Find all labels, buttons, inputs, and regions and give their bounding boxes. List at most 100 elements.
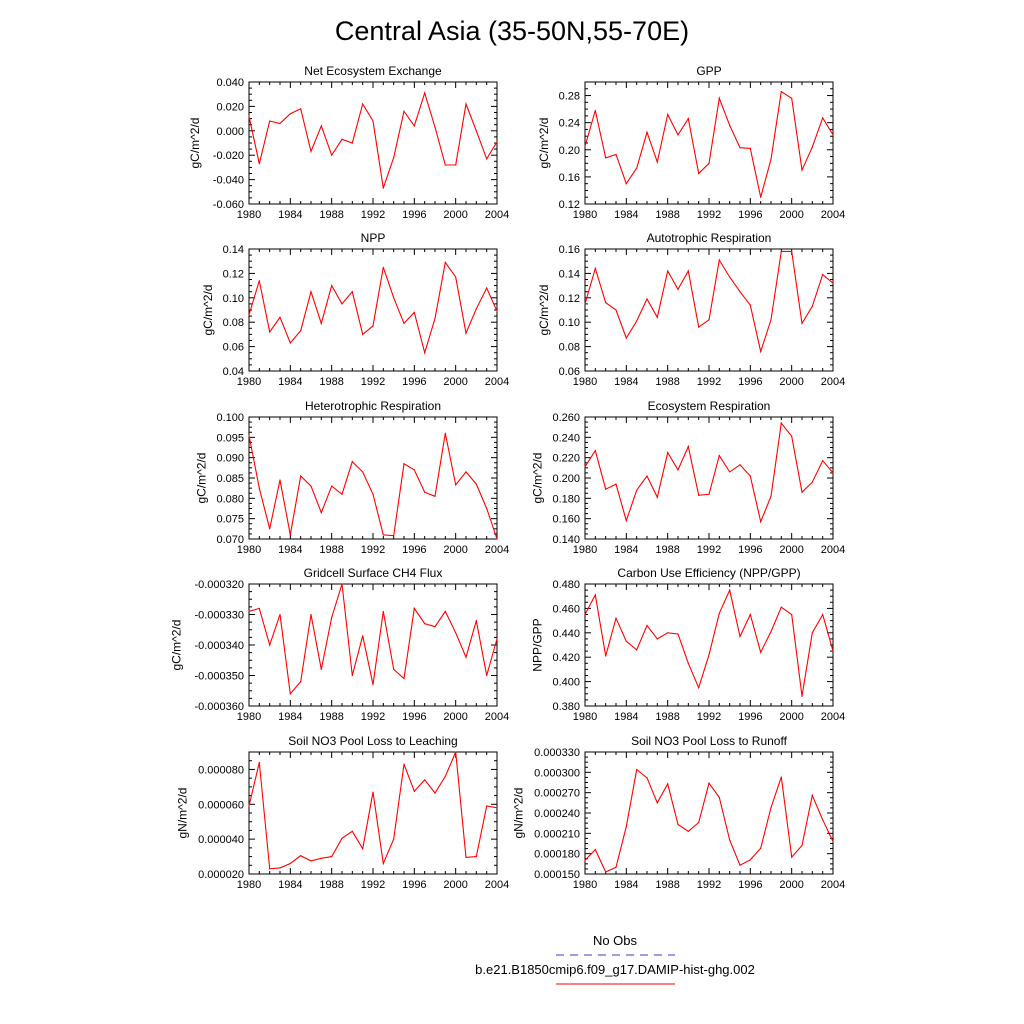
data-point (486, 158, 488, 160)
data-point (248, 610, 250, 613)
data-point (646, 624, 648, 627)
data-point (248, 314, 250, 316)
data-point (269, 528, 271, 530)
data-point (393, 535, 395, 537)
x-tick-label: 2000 (443, 711, 467, 723)
chart-panel: Soil NO3 Pool Loss to Leaching 1980 1984 19… (176, 734, 510, 891)
x-tick-label: 1988 (655, 376, 679, 388)
data-point (625, 183, 627, 185)
data-point (780, 776, 782, 778)
data-point (739, 291, 741, 293)
data-point (615, 617, 617, 619)
data-point (403, 322, 405, 325)
chart-title: Autotrophic Respiration (647, 231, 772, 245)
data-point (584, 303, 586, 305)
x-tick-label: 2000 (443, 879, 467, 891)
x-tick-label: 2000 (779, 376, 803, 388)
x-tick-label: 1984 (278, 376, 302, 388)
data-point (636, 320, 638, 322)
x-tick-label: 1984 (278, 879, 302, 891)
data-point (475, 130, 477, 132)
data-point (248, 434, 250, 436)
x-tick-label: 2000 (443, 209, 467, 221)
data-point (444, 164, 446, 166)
y-tick-label: 0.000020 (198, 869, 244, 881)
data-point (791, 435, 793, 437)
data-point (300, 108, 302, 110)
data-point (677, 469, 679, 471)
x-tick-label: 1984 (278, 544, 302, 556)
data-point (258, 607, 260, 610)
chart-panel: NPP 1980 1984 1988 1992 1996 2000 2004 0.04 0.06 0… (201, 231, 509, 388)
x-tick-label: 1980 (573, 711, 597, 723)
data-point (455, 276, 457, 278)
data-point (289, 693, 291, 695)
data-point (300, 855, 302, 857)
data-point (605, 302, 607, 304)
y-tick-label: 0.000330 (534, 747, 580, 759)
y-tick-label: 0.075 (216, 514, 244, 526)
data-point (455, 164, 457, 166)
y-tick-label: 0.06 (223, 342, 244, 354)
data-point (594, 449, 596, 452)
data-point (677, 823, 679, 826)
data-point (310, 860, 312, 862)
data-point (605, 157, 607, 159)
data-point (444, 775, 446, 778)
x-tick-label: 1996 (402, 376, 426, 388)
data-point (258, 163, 260, 165)
data-point (310, 485, 312, 487)
data-point (667, 270, 669, 272)
x-tick-label: 1980 (237, 376, 261, 388)
data-point (341, 138, 343, 140)
data-point (486, 507, 488, 510)
x-tick-label: 1988 (655, 544, 679, 556)
data-point (801, 322, 803, 325)
data-point (289, 862, 291, 865)
data-point (475, 483, 477, 485)
chart-title: Net Ecosystem Exchange (304, 64, 442, 78)
legend-label-obs: No Obs (593, 933, 638, 948)
data-point (625, 640, 627, 642)
chart-panel: Autotrophic Respiration 1980 1984 1988 1992 1… (537, 231, 845, 388)
data-point (341, 493, 343, 495)
data-point (636, 649, 638, 651)
data-point (698, 821, 700, 824)
x-tick-label: 1992 (361, 879, 385, 891)
data-point (279, 479, 281, 481)
y-axis-label: gC/m^2/d (201, 285, 215, 336)
data-point (331, 285, 333, 287)
data-point (605, 655, 607, 657)
x-tick-label: 2004 (821, 711, 845, 723)
data-point (791, 97, 793, 99)
y-axis-label: gC/m^2/d (188, 118, 202, 169)
y-tick-label: 0.000240 (534, 808, 580, 820)
data-point (300, 475, 302, 477)
chart-title: GPP (696, 64, 721, 78)
data-point (822, 460, 824, 462)
data-point (749, 475, 751, 477)
x-tick-label: 1988 (655, 209, 679, 221)
data-point (310, 291, 312, 293)
data-point (300, 330, 302, 332)
x-tick-label: 1996 (402, 544, 426, 556)
data-point (667, 113, 669, 116)
data-point (739, 635, 741, 638)
y-axis-label: gN/m^2/d (512, 788, 526, 839)
y-tick-label: 0.12 (559, 293, 580, 305)
data-point (594, 109, 596, 112)
data-point (780, 606, 782, 608)
y-axis-label: NPP/GPP (531, 618, 545, 671)
data-point (424, 92, 426, 94)
data-point (811, 305, 813, 307)
y-tick-label: 0.140 (552, 534, 580, 546)
data-point (718, 97, 720, 99)
data-point (341, 583, 343, 585)
x-tick-label: 1988 (319, 544, 343, 556)
y-tick-label: -0.040 (213, 175, 244, 187)
data-point (382, 187, 384, 189)
data-point (403, 463, 405, 465)
data-point (258, 761, 260, 764)
